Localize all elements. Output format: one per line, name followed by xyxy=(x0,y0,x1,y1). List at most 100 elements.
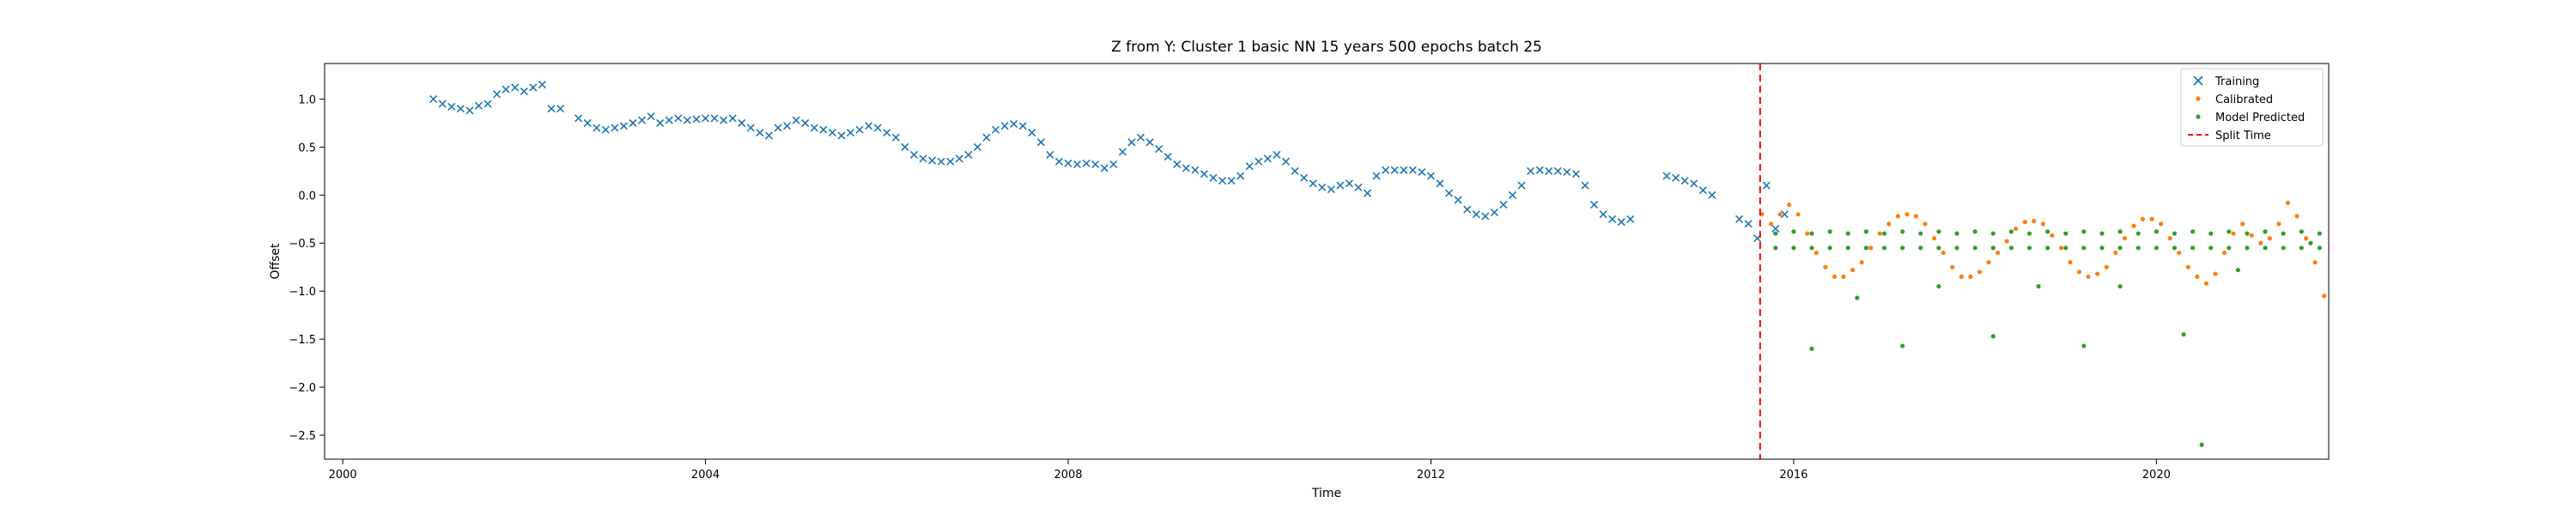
training-point xyxy=(883,128,891,137)
training-point xyxy=(1490,208,1498,217)
model-predicted-point xyxy=(2299,229,2304,234)
x-tick-label: 2008 xyxy=(1054,469,1082,482)
training-point xyxy=(946,157,955,166)
calibrated-point xyxy=(2032,218,2037,224)
calibrated-point xyxy=(2159,221,2164,227)
model-predicted-point xyxy=(1936,283,1941,289)
legend-marker-dot xyxy=(2196,114,2201,119)
calibrated-point xyxy=(2131,223,2136,228)
calibrated-point xyxy=(1805,231,1810,236)
training-point xyxy=(1680,176,1689,185)
calibrated-point xyxy=(2014,226,2019,232)
calibrated-point xyxy=(2249,233,2254,238)
training-point xyxy=(1318,183,1327,191)
calibrated-point xyxy=(1777,212,1783,217)
model-predicted-point xyxy=(2172,245,2178,251)
calibrated-point xyxy=(2086,274,2091,280)
model-predicted-point xyxy=(2317,231,2323,236)
training-point xyxy=(1036,138,1045,147)
calibrated-point xyxy=(2322,294,2327,299)
model-predicted-point xyxy=(2208,245,2214,251)
y-axis: 1.0 0.5 0.0 −0.5 −1.0 −1.5 −2.0 −2.5 xyxy=(289,94,325,443)
model-predicted-point xyxy=(2099,245,2105,251)
training-point xyxy=(756,128,764,137)
calibrated-point xyxy=(1859,260,1864,265)
model-predicted-point xyxy=(2026,231,2032,236)
calibrated-point xyxy=(1941,250,1946,256)
model-predicted-point xyxy=(1900,343,1905,348)
training-point xyxy=(982,133,991,142)
training-point xyxy=(1118,148,1127,156)
calibrated-point xyxy=(1768,221,1774,227)
training-point xyxy=(501,85,510,94)
training-point xyxy=(1762,181,1771,190)
training-point xyxy=(783,122,792,130)
training-point xyxy=(1273,150,1281,159)
calibrated-point xyxy=(1968,274,1973,280)
training-point xyxy=(456,105,465,113)
y-tick-label: −1.5 xyxy=(289,334,316,347)
model-predicted-point xyxy=(1900,229,1905,234)
training-point xyxy=(873,124,882,132)
legend-entry: Split Time xyxy=(2188,130,2271,142)
training-point xyxy=(1200,170,1208,179)
training-point xyxy=(474,101,483,110)
training-point xyxy=(511,83,519,92)
calibrated-point xyxy=(1795,212,1801,217)
training-point xyxy=(792,116,800,124)
training-point xyxy=(429,94,438,103)
training-point xyxy=(919,154,927,163)
training-point xyxy=(1255,157,1263,166)
training-point xyxy=(1209,173,1218,182)
training-point xyxy=(1626,215,1635,223)
calibrated-point xyxy=(1832,274,1838,280)
model-predicted-point xyxy=(2063,245,2069,251)
calibrated-point xyxy=(1850,267,1856,273)
training-point xyxy=(1508,191,1517,199)
calibrated-point xyxy=(1995,250,2001,256)
training-point xyxy=(1010,119,1018,129)
calibrated-point xyxy=(2276,221,2281,227)
model-predicted-point xyxy=(1918,245,1923,251)
calibrated-point xyxy=(2285,200,2291,205)
x-tick-label: 2004 xyxy=(691,469,720,482)
model-predicted-point xyxy=(1863,229,1868,234)
calibrated-point xyxy=(2195,274,2200,280)
training-point xyxy=(574,114,583,123)
model-predicted-point xyxy=(1918,231,1923,236)
model-predicted-point xyxy=(1773,245,1778,251)
training-point xyxy=(865,122,873,130)
calibrated-point xyxy=(2050,233,2055,238)
calibrated-point xyxy=(2177,250,2182,256)
training-point xyxy=(547,105,556,113)
x-tick-label: 2000 xyxy=(329,469,357,482)
training-point xyxy=(1571,170,1580,179)
training-point xyxy=(638,116,647,124)
training-point xyxy=(619,122,629,130)
training-point xyxy=(701,114,710,123)
x-tick-label: 2020 xyxy=(2142,469,2171,482)
training-point xyxy=(1300,173,1309,182)
training-point xyxy=(1690,179,1698,188)
training-point xyxy=(1354,183,1363,191)
training-point xyxy=(1245,162,1254,171)
training-point xyxy=(801,118,810,127)
model-predicted-point xyxy=(2172,231,2178,236)
training-point xyxy=(447,102,456,111)
training-point xyxy=(1163,152,1172,161)
model-predicted-point xyxy=(1809,245,1814,251)
training-point xyxy=(1771,224,1780,233)
model-predicted-point xyxy=(2081,229,2087,234)
training-point xyxy=(764,131,774,140)
training-point xyxy=(1046,150,1054,159)
calibrated-point xyxy=(2221,250,2227,256)
training-point xyxy=(1100,164,1109,173)
calibrated-point xyxy=(1886,221,1892,227)
model-predicted-point xyxy=(2190,245,2196,251)
model-predicted-point xyxy=(2117,229,2123,234)
model-predicted-point xyxy=(2154,229,2159,234)
calibrated-point xyxy=(1823,264,1828,270)
calibrated-point xyxy=(2140,216,2146,221)
training-point xyxy=(592,124,601,132)
